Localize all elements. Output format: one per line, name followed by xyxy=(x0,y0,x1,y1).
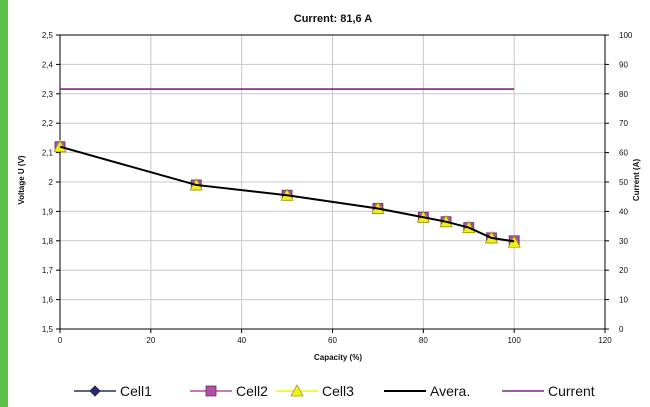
chart-title: Current: 81,6 A xyxy=(294,13,373,25)
y-tick-label: 1,8 xyxy=(42,237,54,246)
y-tick-label: 2,1 xyxy=(42,149,54,158)
legend-label: Current xyxy=(548,383,595,399)
legend-item: Cell3 xyxy=(276,383,354,399)
legend-swatch-marker xyxy=(89,385,101,397)
x-tick-label: 120 xyxy=(598,336,612,345)
series-line xyxy=(59,145,515,243)
y2-tick-label: 10 xyxy=(619,296,628,305)
legend-item: Cell2 xyxy=(190,383,268,399)
series-avera xyxy=(59,145,515,243)
legend-swatch-marker xyxy=(290,384,304,397)
legend-item: Avera. xyxy=(384,383,470,399)
y2-tick-label: 40 xyxy=(619,207,628,216)
x-tick-label: 0 xyxy=(58,336,63,345)
y2-tick-label: 0 xyxy=(619,325,624,334)
y2-tick-label: 20 xyxy=(619,266,628,275)
plot-border xyxy=(59,34,606,330)
y2-tick-label: 60 xyxy=(619,149,628,158)
legend-label: Cell2 xyxy=(236,383,268,399)
legend-label: Cell1 xyxy=(120,383,152,399)
x-tick-label: 20 xyxy=(146,336,155,345)
x-tick-label: 40 xyxy=(237,336,246,345)
y-tick-label: 1,6 xyxy=(42,296,54,305)
x-tick-label: 100 xyxy=(507,336,521,345)
y2-tick-label: 70 xyxy=(619,119,628,128)
legend: Cell1 Cell2 Cell3 Avera. Current xyxy=(68,376,608,406)
y-tick-label: 2 xyxy=(49,178,54,187)
tick-labels: 1,5 1,6 1,7 1,8 1,9 2 2,1 2,2 2,3 2,4 2,5 0 10 20 30 40… xyxy=(42,31,633,345)
y-tick-label: 2,2 xyxy=(42,119,54,128)
legend-label: Avera. xyxy=(430,383,470,399)
y2-tick-label: 50 xyxy=(619,178,628,187)
series-layer xyxy=(53,88,521,248)
y2-axis-label: Current (A) xyxy=(632,159,641,202)
legend-label: Cell3 xyxy=(322,383,354,399)
x-tick-label: 80 xyxy=(419,336,428,345)
y2-tick-label: 80 xyxy=(619,90,628,99)
y-tick-label: 2,3 xyxy=(42,90,54,99)
y2-tick-label: 100 xyxy=(619,31,633,40)
chart-svg: Current: 81,6 A 1,5 1,6 1,7 1,8 1,9 2 2,1 2,2 2,… xyxy=(17,13,641,406)
x-axis-label: Capacity (%) xyxy=(314,353,362,362)
y-tick-label: 1,7 xyxy=(42,266,54,275)
legend-item: Current xyxy=(502,383,595,399)
grid xyxy=(59,34,606,330)
data-point xyxy=(53,139,67,153)
x-tick-label: 60 xyxy=(328,336,337,345)
y-axis-label: Voltage U (V) xyxy=(17,155,26,205)
y2-tick-label: 30 xyxy=(619,237,628,246)
y-tick-label: 2,4 xyxy=(42,60,54,69)
y2-tick-label: 90 xyxy=(619,60,628,69)
y-tick-label: 1,5 xyxy=(42,325,54,334)
y-tick-label: 1,9 xyxy=(42,207,54,216)
axes xyxy=(56,34,609,333)
y-tick-label: 2,5 xyxy=(42,31,54,40)
legend-swatch-marker xyxy=(205,385,217,397)
legend-item: Cell1 xyxy=(74,383,152,399)
